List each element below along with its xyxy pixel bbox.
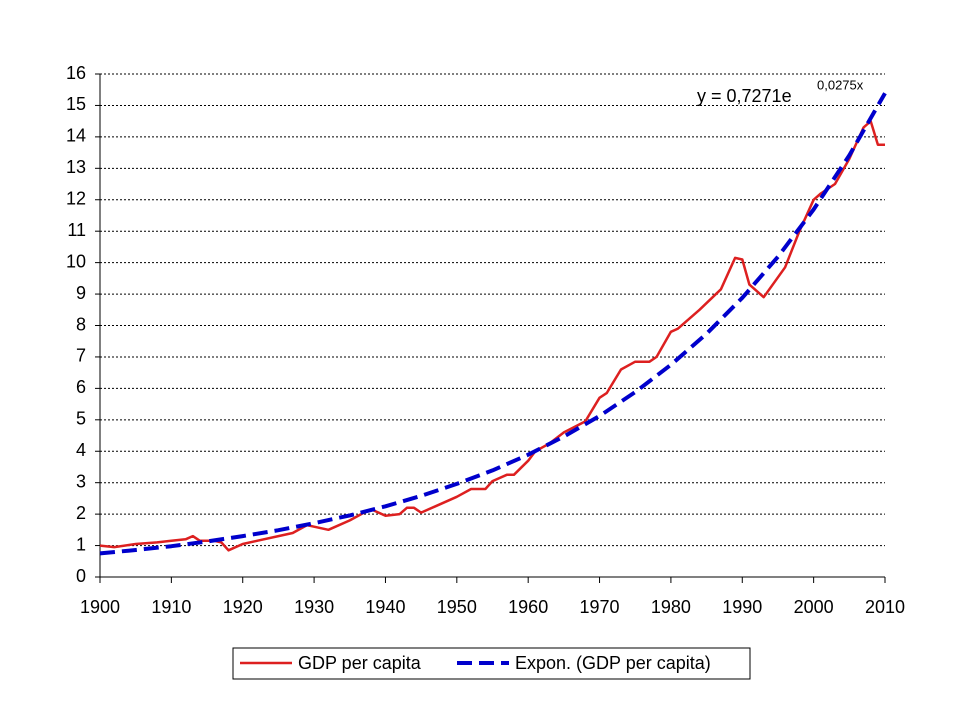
x-tick-label: 1960 [508,597,548,617]
legend-label: Expon. (GDP per capita) [515,653,711,673]
x-tick-label: 2010 [865,597,905,617]
x-tick-label: 1920 [223,597,263,617]
y-tick-label: 9 [76,283,86,303]
legend-label: GDP per capita [298,653,422,673]
y-tick-label: 14 [66,126,86,146]
x-tick-label: 1940 [365,597,405,617]
x-tick-label: 1910 [151,597,191,617]
series-line [99,92,887,556]
x-tick-label: 2000 [794,597,834,617]
series-line [99,119,885,552]
y-tick-label: 11 [67,220,86,240]
y-tick-label: 5 [76,409,86,429]
y-tick-label: 15 [66,94,86,114]
y-tick-label: 13 [66,157,86,177]
x-tick-label: 1900 [80,597,120,617]
equation: y = 0,7271e [697,86,792,106]
x-tick-label: 1930 [294,597,334,617]
legend-box [232,647,751,680]
y-tick-label: 12 [66,189,86,209]
y-tick-label: 4 [76,440,86,460]
y-tick-label: 6 [76,377,86,397]
y-tick-label: 3 [76,471,86,491]
y-tick-label: 7 [76,346,86,366]
equation-exponent: 0,0275x [817,77,864,92]
x-tick-label: 1990 [722,597,762,617]
x-tick-label: 1950 [437,597,477,617]
y-tick-label: 8 [76,314,86,334]
x-tick-label: 1980 [651,597,691,617]
y-tick-label: 10 [66,251,86,271]
y-tick-label: 2 [76,503,86,523]
y-tick-label: 0 [76,566,86,586]
x-tick-label: 1970 [580,597,620,617]
y-tick-label: 1 [76,534,86,554]
y-tick-label: 16 [66,63,86,83]
